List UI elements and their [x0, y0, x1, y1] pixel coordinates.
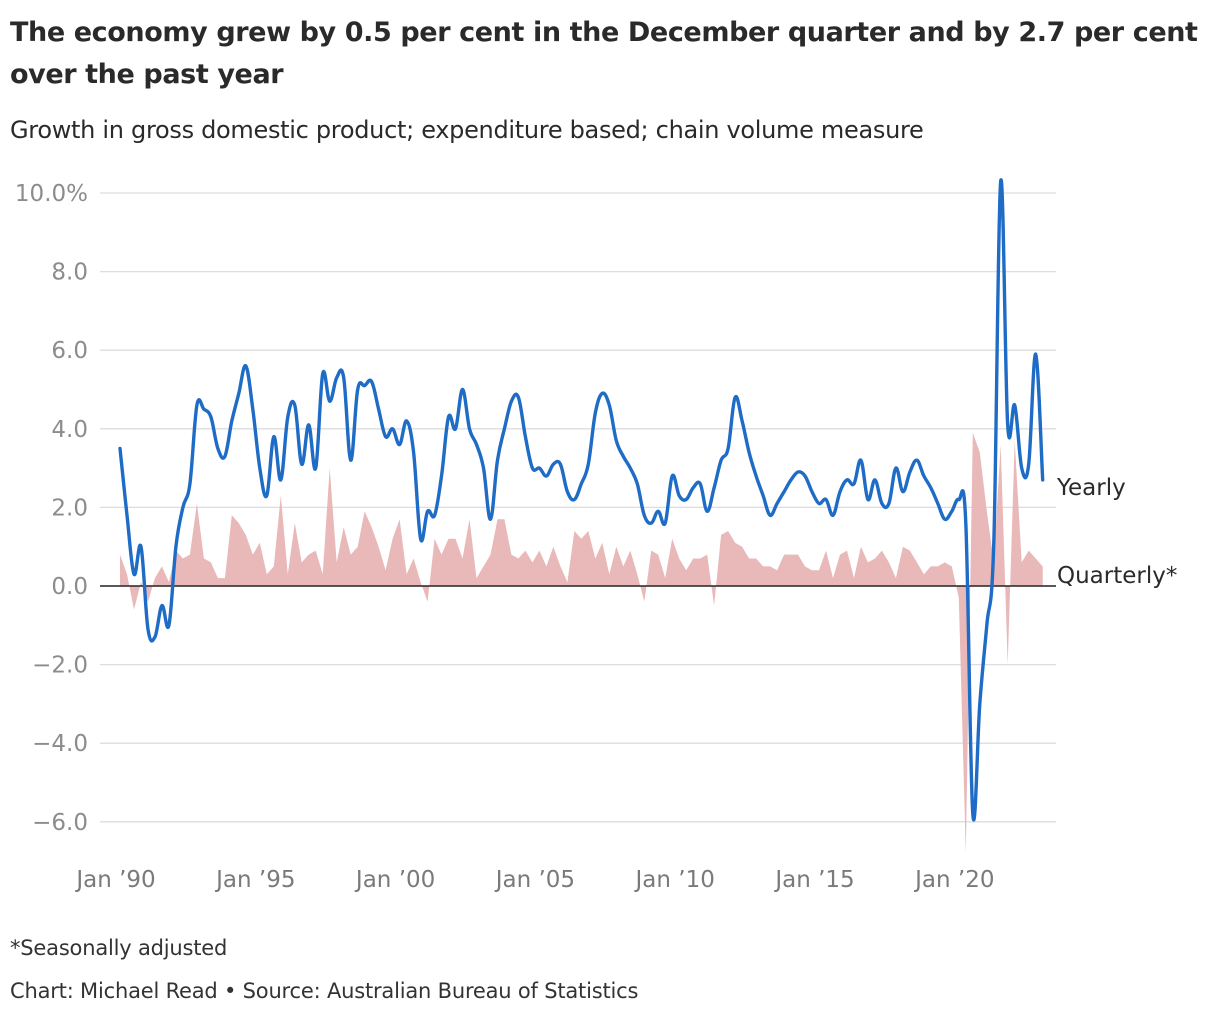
quarterly-area: [120, 432, 1043, 854]
x-tick-label: Jan ’05: [494, 867, 575, 893]
x-tick-label: Jan ’15: [773, 867, 854, 893]
chart-subtitle: Growth in gross domestic product; expend…: [10, 116, 924, 144]
series-labels: Yearly Quarterly*: [1056, 475, 1177, 589]
x-tick-label: Jan ’00: [354, 867, 435, 893]
gdp-growth-chart: 10.0% 8.0 6.0 4.0 2.0 0.0 −2.0 −4.0 −6.0 Jan ’90…: [15, 178, 1177, 893]
x-tick-label: Jan ’95: [214, 867, 295, 893]
y-tick-label: 10.0%: [15, 181, 88, 207]
footnote: *Seasonally adjusted: [10, 936, 228, 960]
x-tick-label: Jan ’20: [913, 867, 994, 893]
y-tick-label: 6.0: [51, 338, 88, 364]
y-tick-label: 0.0: [51, 574, 88, 600]
y-tick-label: 4.0: [51, 417, 88, 443]
quarterly-series: [120, 432, 1043, 854]
source-credit: Chart: Michael Read • Source: Australian…: [10, 979, 639, 1003]
x-tick-label: Jan ’10: [634, 867, 715, 893]
yearly-series-label: Yearly: [1056, 475, 1126, 501]
y-tick-label: −2.0: [32, 653, 88, 679]
x-tick-label: Jan ’90: [74, 867, 155, 893]
y-tick-label: 8.0: [51, 260, 88, 286]
yearly-series: [118, 178, 1045, 822]
quarterly-series-label: Quarterly*: [1057, 563, 1177, 589]
x-axis-tick-labels: Jan ’90 Jan ’95 Jan ’00 Jan ’05 Jan ’10 Jan ’…: [74, 867, 994, 893]
gridlines: [100, 192, 1056, 823]
yearly-line: [118, 178, 1045, 822]
y-axis-tick-labels: 10.0% 8.0 6.0 4.0 2.0 0.0 −2.0 −4.0 −6.0: [15, 181, 88, 836]
y-tick-label: −4.0: [32, 731, 88, 757]
y-tick-label: −6.0: [32, 810, 88, 836]
y-tick-label: 2.0: [51, 495, 88, 521]
chart-title: The economy grew by 0.5 per cent in the …: [10, 17, 1198, 90]
